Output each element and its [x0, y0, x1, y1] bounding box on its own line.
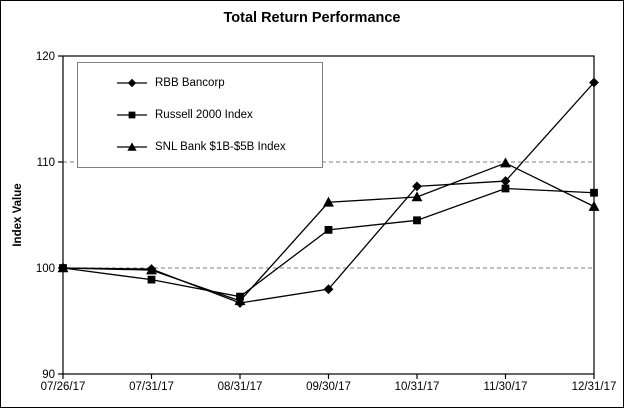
- square-marker-icon: [117, 111, 147, 119]
- diamond-marker-icon: [323, 284, 334, 295]
- square-marker-icon: [59, 264, 67, 272]
- x-tick-label: 09/30/17: [306, 381, 351, 393]
- legend-box: RBB Bancorp Russell 2000 Index SNL Bank …: [77, 62, 323, 168]
- square-marker-icon: [324, 225, 333, 234]
- x-tick-label: 10/31/17: [395, 381, 440, 393]
- square-marker-icon: [413, 216, 421, 225]
- legend-label: SNL Bank $1B-$5B Index: [155, 141, 286, 153]
- square-marker-icon: [236, 292, 244, 301]
- y-tick-label: 110: [37, 157, 55, 169]
- x-tick-label: 12/31/17: [572, 381, 617, 393]
- triangle-marker-icon: [146, 264, 157, 275]
- diamond-marker-icon: [412, 181, 422, 192]
- triangle-marker-icon: [127, 142, 137, 151]
- legend-entry-rbb-bancorp: RBB Bancorp: [116, 76, 322, 90]
- chart-title: Total Return Performance: [223, 10, 401, 26]
- square-marker-icon: [501, 184, 510, 193]
- x-tick-label: 07/26/17: [41, 381, 86, 393]
- series-markers-russell-2000-index: [59, 184, 598, 301]
- triangle-marker-icon: [323, 196, 334, 207]
- x-tick-label: 11/30/17: [484, 381, 528, 393]
- x-tick-label: 08/31/17: [218, 381, 263, 393]
- legend-entry-russell-2000-index: Russell 2000 Index: [116, 108, 322, 122]
- diamond-marker-icon: [127, 78, 137, 88]
- triangle-marker-icon: [500, 157, 511, 168]
- diamond-marker-icon: [117, 78, 147, 88]
- triangle-marker-icon: [411, 191, 423, 202]
- y-tick-label: 120: [36, 51, 55, 63]
- square-marker-icon: [147, 275, 156, 284]
- y-tick-label: 90: [42, 369, 55, 381]
- y-tick-label: 100: [36, 263, 55, 275]
- x-tick-label: 07/31/17: [129, 381, 174, 393]
- legend-label: RBB Bancorp: [155, 77, 225, 89]
- diamond-marker-icon: [589, 77, 599, 88]
- triangle-marker-icon: [117, 142, 147, 151]
- square-marker-icon: [128, 111, 136, 119]
- legend-entry-snl-bank-index: SNL Bank $1B-$5B Index: [116, 140, 322, 154]
- square-marker-icon: [590, 188, 598, 197]
- triangle-marker-icon: [588, 200, 600, 211]
- legend-label: Russell 2000 Index: [155, 109, 253, 121]
